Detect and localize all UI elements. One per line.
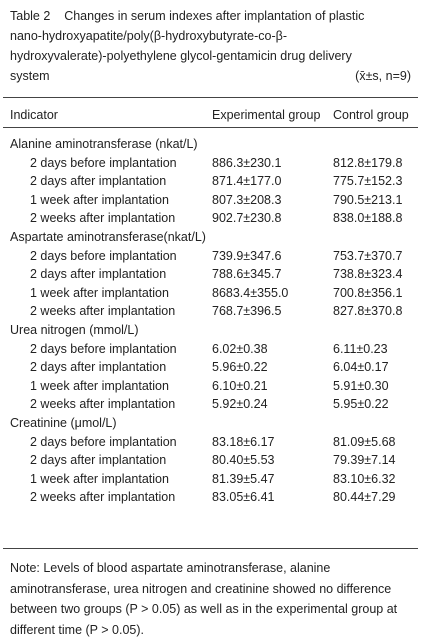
column-header: Control group: [333, 108, 409, 122]
value-cell: 83.18±6.17: [212, 434, 275, 449]
row-label: 2 days before implantation: [30, 341, 177, 356]
row-label: 2 days after implantation: [30, 360, 167, 375]
value-cell: 8683.4±355.0: [212, 285, 289, 300]
header-rule: [3, 127, 418, 128]
caption-line: system: [10, 69, 50, 83]
value-cell: 80.40±5.53: [212, 453, 275, 468]
value-cell: 6.02±0.38: [212, 341, 268, 356]
note-line: aminotransferase, urea nitrogen and crea…: [10, 581, 392, 596]
group-label: Alanine aminotransferase (nkat/L): [10, 137, 198, 151]
value-cell: 83.05±6.41: [212, 490, 275, 505]
column-header: Experimental group: [212, 108, 321, 122]
value-cell: 827.8±370.8: [333, 304, 403, 319]
column-header: Indicator: [10, 108, 58, 122]
value-cell: 81.09±5.68: [333, 434, 396, 449]
value-cell: 80.44±7.29: [333, 490, 396, 505]
row-label: 1 week after implantation: [30, 285, 169, 300]
value-cell: 768.7±396.5: [212, 304, 282, 319]
row-label: 1 week after implantation: [30, 192, 169, 207]
row-label: 2 days before implantation: [30, 155, 177, 170]
value-cell: 81.39±5.47: [212, 471, 275, 486]
caption-line: Table 2 Changes in serum indexes after i…: [10, 9, 365, 23]
group-label: Creatinine (μmol/L): [10, 416, 117, 430]
note-line: between two groups (P > 0.05) as well as…: [10, 602, 398, 616]
value-cell: 807.3±208.3: [212, 192, 282, 207]
value-cell: 5.96±0.22: [212, 360, 268, 375]
value-cell: 838.0±188.8: [333, 211, 403, 226]
value-cell: 5.92±0.24: [212, 397, 268, 412]
row-label: 2 days before implantation: [30, 248, 177, 263]
bottom-rule: [3, 548, 418, 549]
row-label: 2 days before implantation: [30, 434, 177, 449]
note-line: Note: Levels of blood aspartate aminotra…: [10, 561, 331, 575]
value-cell: 812.8±179.8: [333, 155, 403, 170]
row-label: 1 week after implantation: [30, 471, 169, 486]
row-label: 2 days after implantation: [30, 174, 167, 189]
value-cell: 5.91±0.30: [333, 378, 389, 393]
row-label: 2 weeks after implantation: [30, 490, 176, 505]
row-label: 2 weeks after implantation: [30, 304, 176, 319]
row-label: 2 days after implantation: [30, 267, 167, 282]
top-rule: [3, 97, 418, 98]
value-cell: 6.11±0.23: [333, 341, 388, 356]
row-label: 2 weeks after implantation: [30, 397, 176, 412]
value-cell: 700.8±356.1: [333, 285, 403, 300]
value-cell: 902.7±230.8: [212, 211, 282, 226]
value-cell: 871.4±177.0: [212, 174, 282, 189]
value-cell: 739.9±347.6: [212, 248, 282, 263]
value-cell: 788.6±345.7: [212, 267, 282, 282]
row-label: 2 days after implantation: [30, 453, 167, 468]
caption-stats: (x̄±s, n=9): [355, 69, 411, 83]
value-cell: 738.8±323.4: [333, 267, 403, 282]
group-label: Aspartate aminotransferase(nkat/L): [10, 230, 206, 244]
value-cell: 790.5±213.1: [333, 192, 403, 207]
caption-line: nano-hydroxyapatite/poly(β-hydroxybutyra…: [10, 29, 288, 43]
group-label: Urea nitrogen (mmol/L): [10, 323, 139, 337]
value-cell: 886.3±230.1: [212, 155, 282, 170]
row-label: 2 weeks after implantation: [30, 211, 176, 226]
value-cell: 83.10±6.32: [333, 471, 396, 486]
row-label: 1 week after implantation: [30, 378, 169, 393]
value-cell: 6.04±0.17: [333, 360, 389, 375]
caption-line: hydroxyvalerate)-polyethylene glycol-gen…: [10, 49, 352, 63]
value-cell: 6.10±0.21: [212, 378, 268, 393]
value-cell: 79.39±7.14: [333, 453, 396, 468]
value-cell: 775.7±152.3: [333, 174, 403, 189]
value-cell: 5.95±0.22: [333, 397, 389, 412]
value-cell: 753.7±370.7: [333, 248, 403, 263]
